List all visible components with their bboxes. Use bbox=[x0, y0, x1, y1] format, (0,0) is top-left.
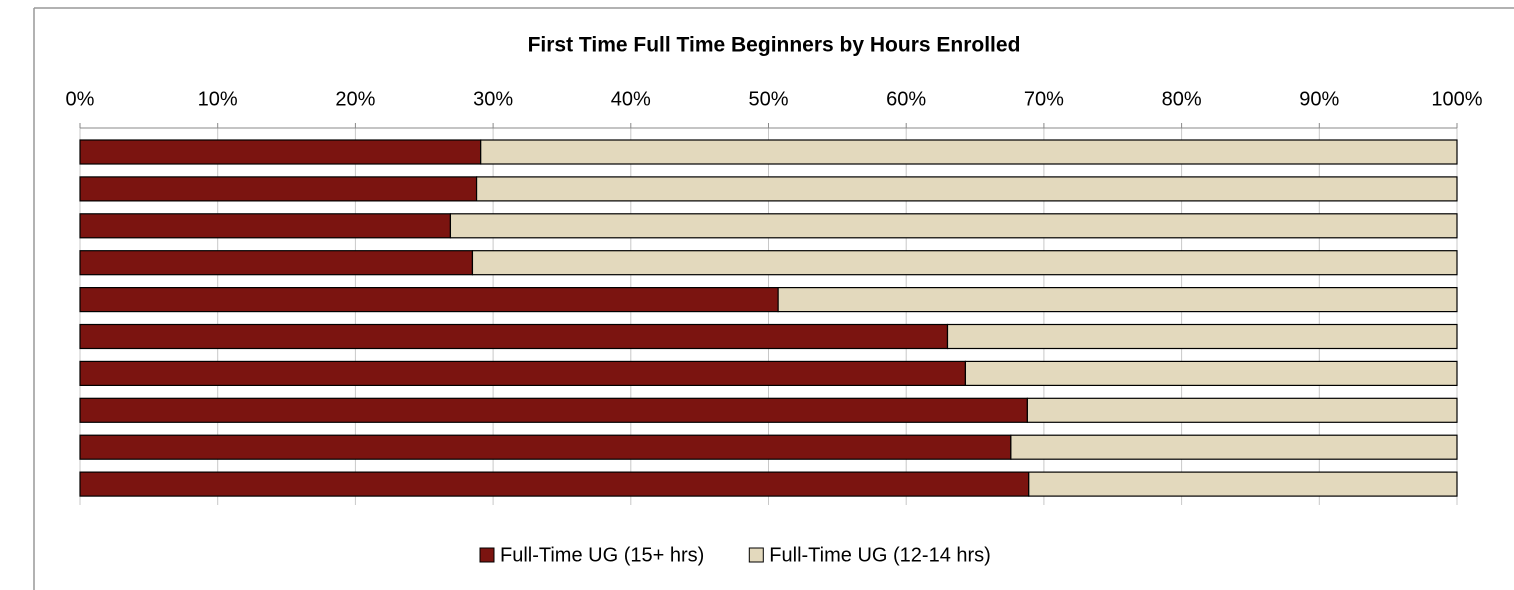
bar-segment bbox=[79, 139, 482, 165]
legend-label: Full-Time UG (15+ hrs) bbox=[500, 544, 704, 566]
bar-segment bbox=[777, 287, 1458, 313]
x-tick-label: 0% bbox=[66, 88, 95, 110]
x-tick-label: 80% bbox=[1162, 88, 1202, 110]
x-tick-label: 90% bbox=[1299, 88, 1339, 110]
x-tick-label: 10% bbox=[198, 88, 238, 110]
bar-segment bbox=[449, 213, 1458, 239]
bar-segment bbox=[480, 139, 1458, 165]
bar-segment bbox=[79, 471, 1030, 497]
x-tick-label: 70% bbox=[1024, 88, 1064, 110]
bar-segment bbox=[475, 176, 1458, 202]
x-tick-label: 60% bbox=[886, 88, 926, 110]
bar-segment bbox=[471, 250, 1458, 276]
bar-segment bbox=[79, 250, 474, 276]
bar-segment bbox=[964, 360, 1458, 386]
x-tick-label: 50% bbox=[748, 88, 788, 110]
bar-segment bbox=[946, 323, 1458, 350]
bar-segment bbox=[79, 434, 1012, 460]
legend-swatch bbox=[748, 547, 764, 563]
bar-segment bbox=[79, 397, 1028, 423]
x-tick-label: 40% bbox=[611, 88, 651, 110]
bar-segment bbox=[79, 213, 452, 239]
chart-title: First Time Full Time Beginners by Hours … bbox=[528, 34, 1021, 57]
bar-segment bbox=[1026, 397, 1458, 423]
legend-swatch bbox=[479, 547, 495, 563]
bar-segment bbox=[79, 323, 949, 350]
x-tick-label: 30% bbox=[473, 88, 513, 110]
x-tick-label: 20% bbox=[335, 88, 375, 110]
bar-segment bbox=[79, 360, 967, 386]
bar-segment bbox=[79, 287, 779, 313]
legend-label: Full-Time UG (12-14 hrs) bbox=[769, 544, 991, 566]
bar-segment bbox=[1028, 471, 1458, 497]
bar-segment bbox=[1010, 434, 1458, 460]
bar-segment bbox=[79, 176, 478, 202]
x-tick-label: 100% bbox=[1431, 88, 1482, 110]
